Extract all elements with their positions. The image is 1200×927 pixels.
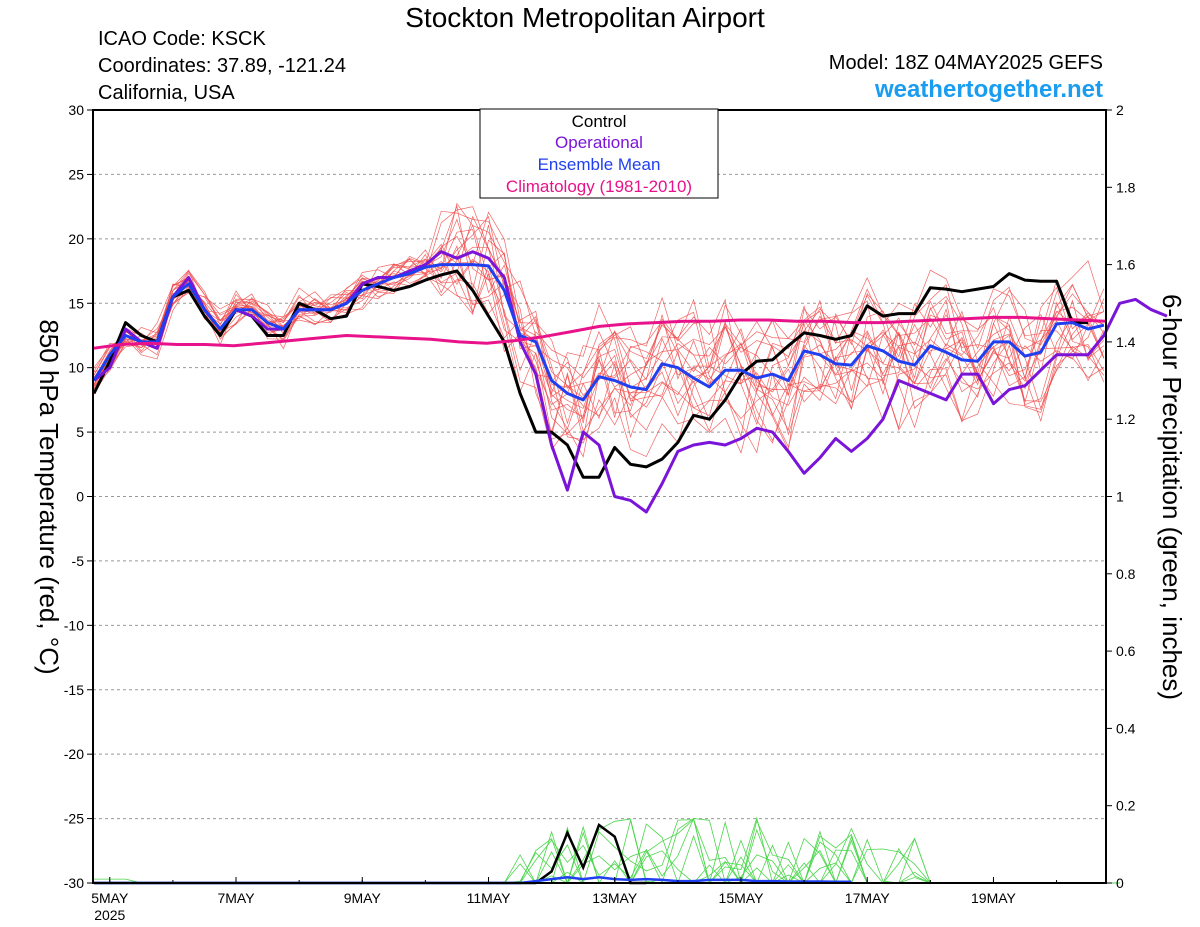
x-tick-label: 9MAY xyxy=(344,890,382,906)
x-year-label: 2025 xyxy=(94,907,125,923)
y-left-tick-label: 0 xyxy=(76,489,84,505)
y-left-tick-label: 10 xyxy=(68,360,84,376)
ensemble-mean-line xyxy=(92,263,1105,402)
y-right-label: 6-hour Precipitation (green, inches) xyxy=(1157,294,1187,700)
y-left-tick-label: 25 xyxy=(68,166,84,182)
y-right-tick-label: 0.4 xyxy=(1116,720,1136,736)
y-right-tick-label: 1.8 xyxy=(1116,179,1136,195)
model-run: Model: 18Z 04MAY2025 GEFS xyxy=(828,52,1103,74)
region: California, USA xyxy=(98,82,235,104)
y-left-tick-label: -5 xyxy=(72,553,85,569)
x-tick-label: 17MAY xyxy=(845,890,891,906)
x-tick-label: 5MAY xyxy=(91,890,129,906)
y-left-tick-label: -15 xyxy=(64,682,84,698)
x-tick-label: 13MAY xyxy=(592,890,638,906)
member-line xyxy=(93,218,1104,454)
y-right-tick-label: 0 xyxy=(1116,875,1124,891)
legend-climatology: Climatology (1981-2010) xyxy=(506,177,692,196)
y-left-tick-label: -30 xyxy=(64,875,84,891)
y-right-tick-label: 0.8 xyxy=(1116,566,1136,582)
legend-operational: Operational xyxy=(555,133,643,152)
y-right-tick-label: 0.2 xyxy=(1116,798,1136,814)
member-line xyxy=(93,206,1105,458)
y-right-tick-label: 2 xyxy=(1116,102,1124,118)
member-line xyxy=(93,202,1105,439)
icao-code: ICAO Code: KSCK xyxy=(98,28,266,50)
legend-ensemble-mean: Ensemble Mean xyxy=(538,155,661,174)
member-line xyxy=(93,255,1105,458)
x-tick-label: 11MAY xyxy=(467,890,511,906)
member-line xyxy=(93,204,1105,430)
site-link[interactable]: weathertogether.net xyxy=(874,76,1103,103)
x-tick-label: 19MAY xyxy=(971,890,1017,906)
tick-labels: 302520151050-5-10-15-20-25-3021.81.61.41… xyxy=(64,102,1136,923)
y-left-tick-label: -25 xyxy=(64,811,84,827)
y-left-tick-label: -10 xyxy=(64,617,84,633)
y-right-tick-label: 1.4 xyxy=(1116,334,1136,350)
y-left-tick-label: 5 xyxy=(76,424,84,440)
legend: Control Operational Ensemble Mean Climat… xyxy=(479,108,719,199)
y-right-tick-label: 1 xyxy=(1116,489,1124,505)
operational-line xyxy=(93,250,1168,514)
chart-title: Stockton Metropolitan Airport xyxy=(405,2,765,33)
y-left-tick-label: 15 xyxy=(68,295,84,311)
y-left-tick-label: 20 xyxy=(68,231,84,247)
y-left-tick-label: -20 xyxy=(64,746,84,762)
legend-control: Control xyxy=(572,112,627,131)
y-left-label: 850 hPa Temperature (red, °C) xyxy=(34,319,64,674)
y-right-tick-label: 1.6 xyxy=(1116,257,1136,273)
coordinates: Coordinates: 37.89, -121.24 xyxy=(98,55,346,77)
control-line xyxy=(92,269,1089,479)
y-left-tick-label: 30 xyxy=(68,102,84,118)
member-line xyxy=(93,272,1105,431)
y-right-tick-label: 0.6 xyxy=(1116,643,1136,659)
member-line xyxy=(93,215,1105,422)
legend-box xyxy=(479,108,719,199)
y-right-tick-label: 1.2 xyxy=(1116,411,1136,427)
x-tick-label: 7MAY xyxy=(217,890,255,906)
x-tick-label: 15MAY xyxy=(719,890,765,906)
climatology-line xyxy=(92,315,1107,350)
